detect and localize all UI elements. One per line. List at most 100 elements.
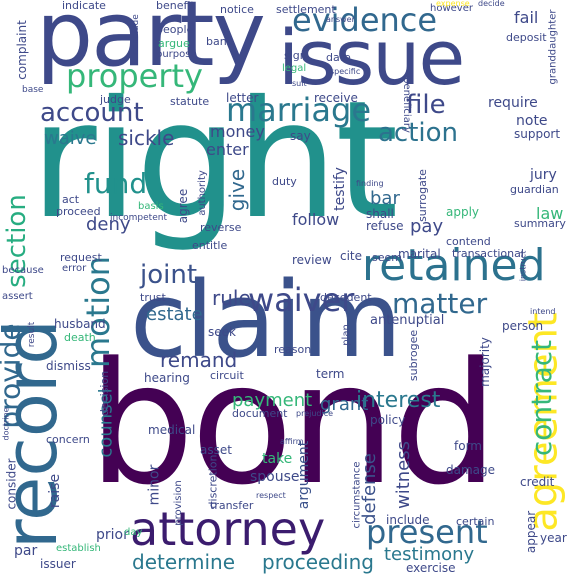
- word-fund: fund: [84, 167, 148, 200]
- word-settlement: settlement: [276, 3, 336, 16]
- word-jury: jury: [530, 167, 557, 183]
- word-agree: agree: [176, 188, 191, 224]
- word-review: review: [292, 253, 332, 267]
- word-person: person: [502, 319, 544, 333]
- word-seek: seek: [208, 325, 236, 339]
- word-fail: fail: [514, 8, 539, 27]
- word-date: date: [326, 51, 351, 64]
- word-par: par: [14, 543, 38, 559]
- word-account: account: [40, 98, 144, 128]
- word-however: however: [430, 3, 473, 14]
- word-payment: payment: [232, 390, 313, 411]
- word-appear: appear: [524, 510, 539, 554]
- word-decedent: decedent: [320, 291, 372, 304]
- word-raise: raise: [47, 473, 64, 509]
- word-waive: waive: [44, 128, 97, 149]
- word-minor: minor: [146, 464, 163, 506]
- word-present: present: [366, 513, 488, 551]
- word-attorney: attorney: [130, 502, 326, 556]
- word-marital: marital: [398, 247, 441, 261]
- word-asset: asset: [200, 443, 232, 457]
- word-death: death: [64, 331, 96, 344]
- word-document: document: [232, 407, 288, 420]
- word-grant: grant: [320, 394, 369, 415]
- word-trust: trust: [140, 291, 166, 304]
- word-dismiss: dismiss: [46, 359, 91, 373]
- word-letter: letter: [226, 91, 259, 105]
- word-defense: defense: [358, 453, 380, 525]
- word-evidence: evidence: [292, 1, 438, 39]
- word-benefit: benefit: [156, 0, 195, 12]
- word-shall: shall: [366, 207, 394, 221]
- word-waiver: waiver: [248, 281, 355, 319]
- word-contend: contend: [446, 235, 491, 248]
- word-support: support: [514, 127, 561, 141]
- word-right: right: [30, 67, 399, 255]
- word-discretion: discretion: [206, 454, 220, 509]
- word-remand: remand: [160, 348, 238, 372]
- word-enter: enter: [206, 140, 249, 159]
- word-granddaughter: granddaughter: [547, 9, 559, 85]
- word-motion: motion: [79, 255, 118, 369]
- word-credit: credit: [520, 475, 555, 489]
- word-people: people: [156, 23, 194, 36]
- word-note: note: [516, 113, 548, 129]
- word-judge: judge: [100, 93, 131, 106]
- word-intend: intend: [530, 307, 556, 316]
- word-prejudice: prejudice: [296, 409, 334, 418]
- word-transfer: transfer: [210, 499, 254, 512]
- word-notice: notice: [220, 3, 254, 16]
- word-bank: bank: [206, 35, 234, 48]
- word-marriage: marriage: [226, 91, 372, 129]
- word-seem: seem: [372, 251, 402, 264]
- word-subrogee: subrogee: [407, 329, 421, 382]
- word-form: form: [454, 439, 482, 453]
- word-respect: respect: [256, 491, 286, 500]
- word-law: law: [536, 204, 564, 223]
- word-party: party: [36, 0, 266, 87]
- word-establish: establish: [56, 543, 101, 554]
- word-circumstance: circumstance: [351, 461, 363, 529]
- word-action: action: [378, 118, 459, 148]
- word-deny: deny: [86, 214, 131, 235]
- word-instruct: instruct: [518, 250, 528, 282]
- word-say: say: [290, 129, 311, 143]
- word-legal: legal: [282, 63, 307, 74]
- word-doctrine: doctrine: [1, 407, 11, 441]
- word-issue: issue: [278, 13, 465, 102]
- word-majority: majority: [477, 337, 492, 387]
- word-reverse: reverse: [200, 221, 242, 234]
- word-act: act: [62, 193, 80, 206]
- word-decide: decide: [478, 0, 505, 8]
- word-authority: authority: [196, 170, 208, 216]
- word-result: result: [27, 321, 38, 348]
- word-affirm: affirm: [280, 437, 304, 446]
- word-provision: provision: [172, 480, 184, 526]
- word-estate: estate: [146, 304, 203, 325]
- word-incompetent: incompetent: [110, 213, 167, 223]
- word-finding: finding: [356, 179, 384, 188]
- word-argue: argue: [158, 37, 190, 50]
- word-entitle: entitle: [192, 239, 228, 252]
- word-expense: expense: [436, 0, 470, 8]
- word-duty: duty: [272, 175, 297, 188]
- word-beneficiary: beneficiary: [400, 77, 412, 133]
- word-file: file: [406, 90, 446, 120]
- word-give: give: [225, 168, 250, 212]
- word-sickle: sickle: [118, 126, 175, 150]
- word-base: base: [22, 85, 44, 95]
- word-error: error: [62, 263, 87, 274]
- word-consider: consider: [4, 458, 19, 510]
- word-witness: witness: [393, 440, 415, 510]
- word-policy: policy: [370, 413, 406, 427]
- word-cite: cite: [340, 249, 363, 263]
- word-decision: decision: [98, 370, 112, 417]
- word-follow: follow: [292, 210, 340, 229]
- word-indicate: indicate: [62, 0, 106, 12]
- word-require: require: [488, 95, 538, 111]
- word-matter: matter: [392, 287, 488, 320]
- word-day: day: [124, 527, 143, 538]
- word-retained: retained: [362, 240, 546, 291]
- word-suit: suit: [292, 79, 307, 88]
